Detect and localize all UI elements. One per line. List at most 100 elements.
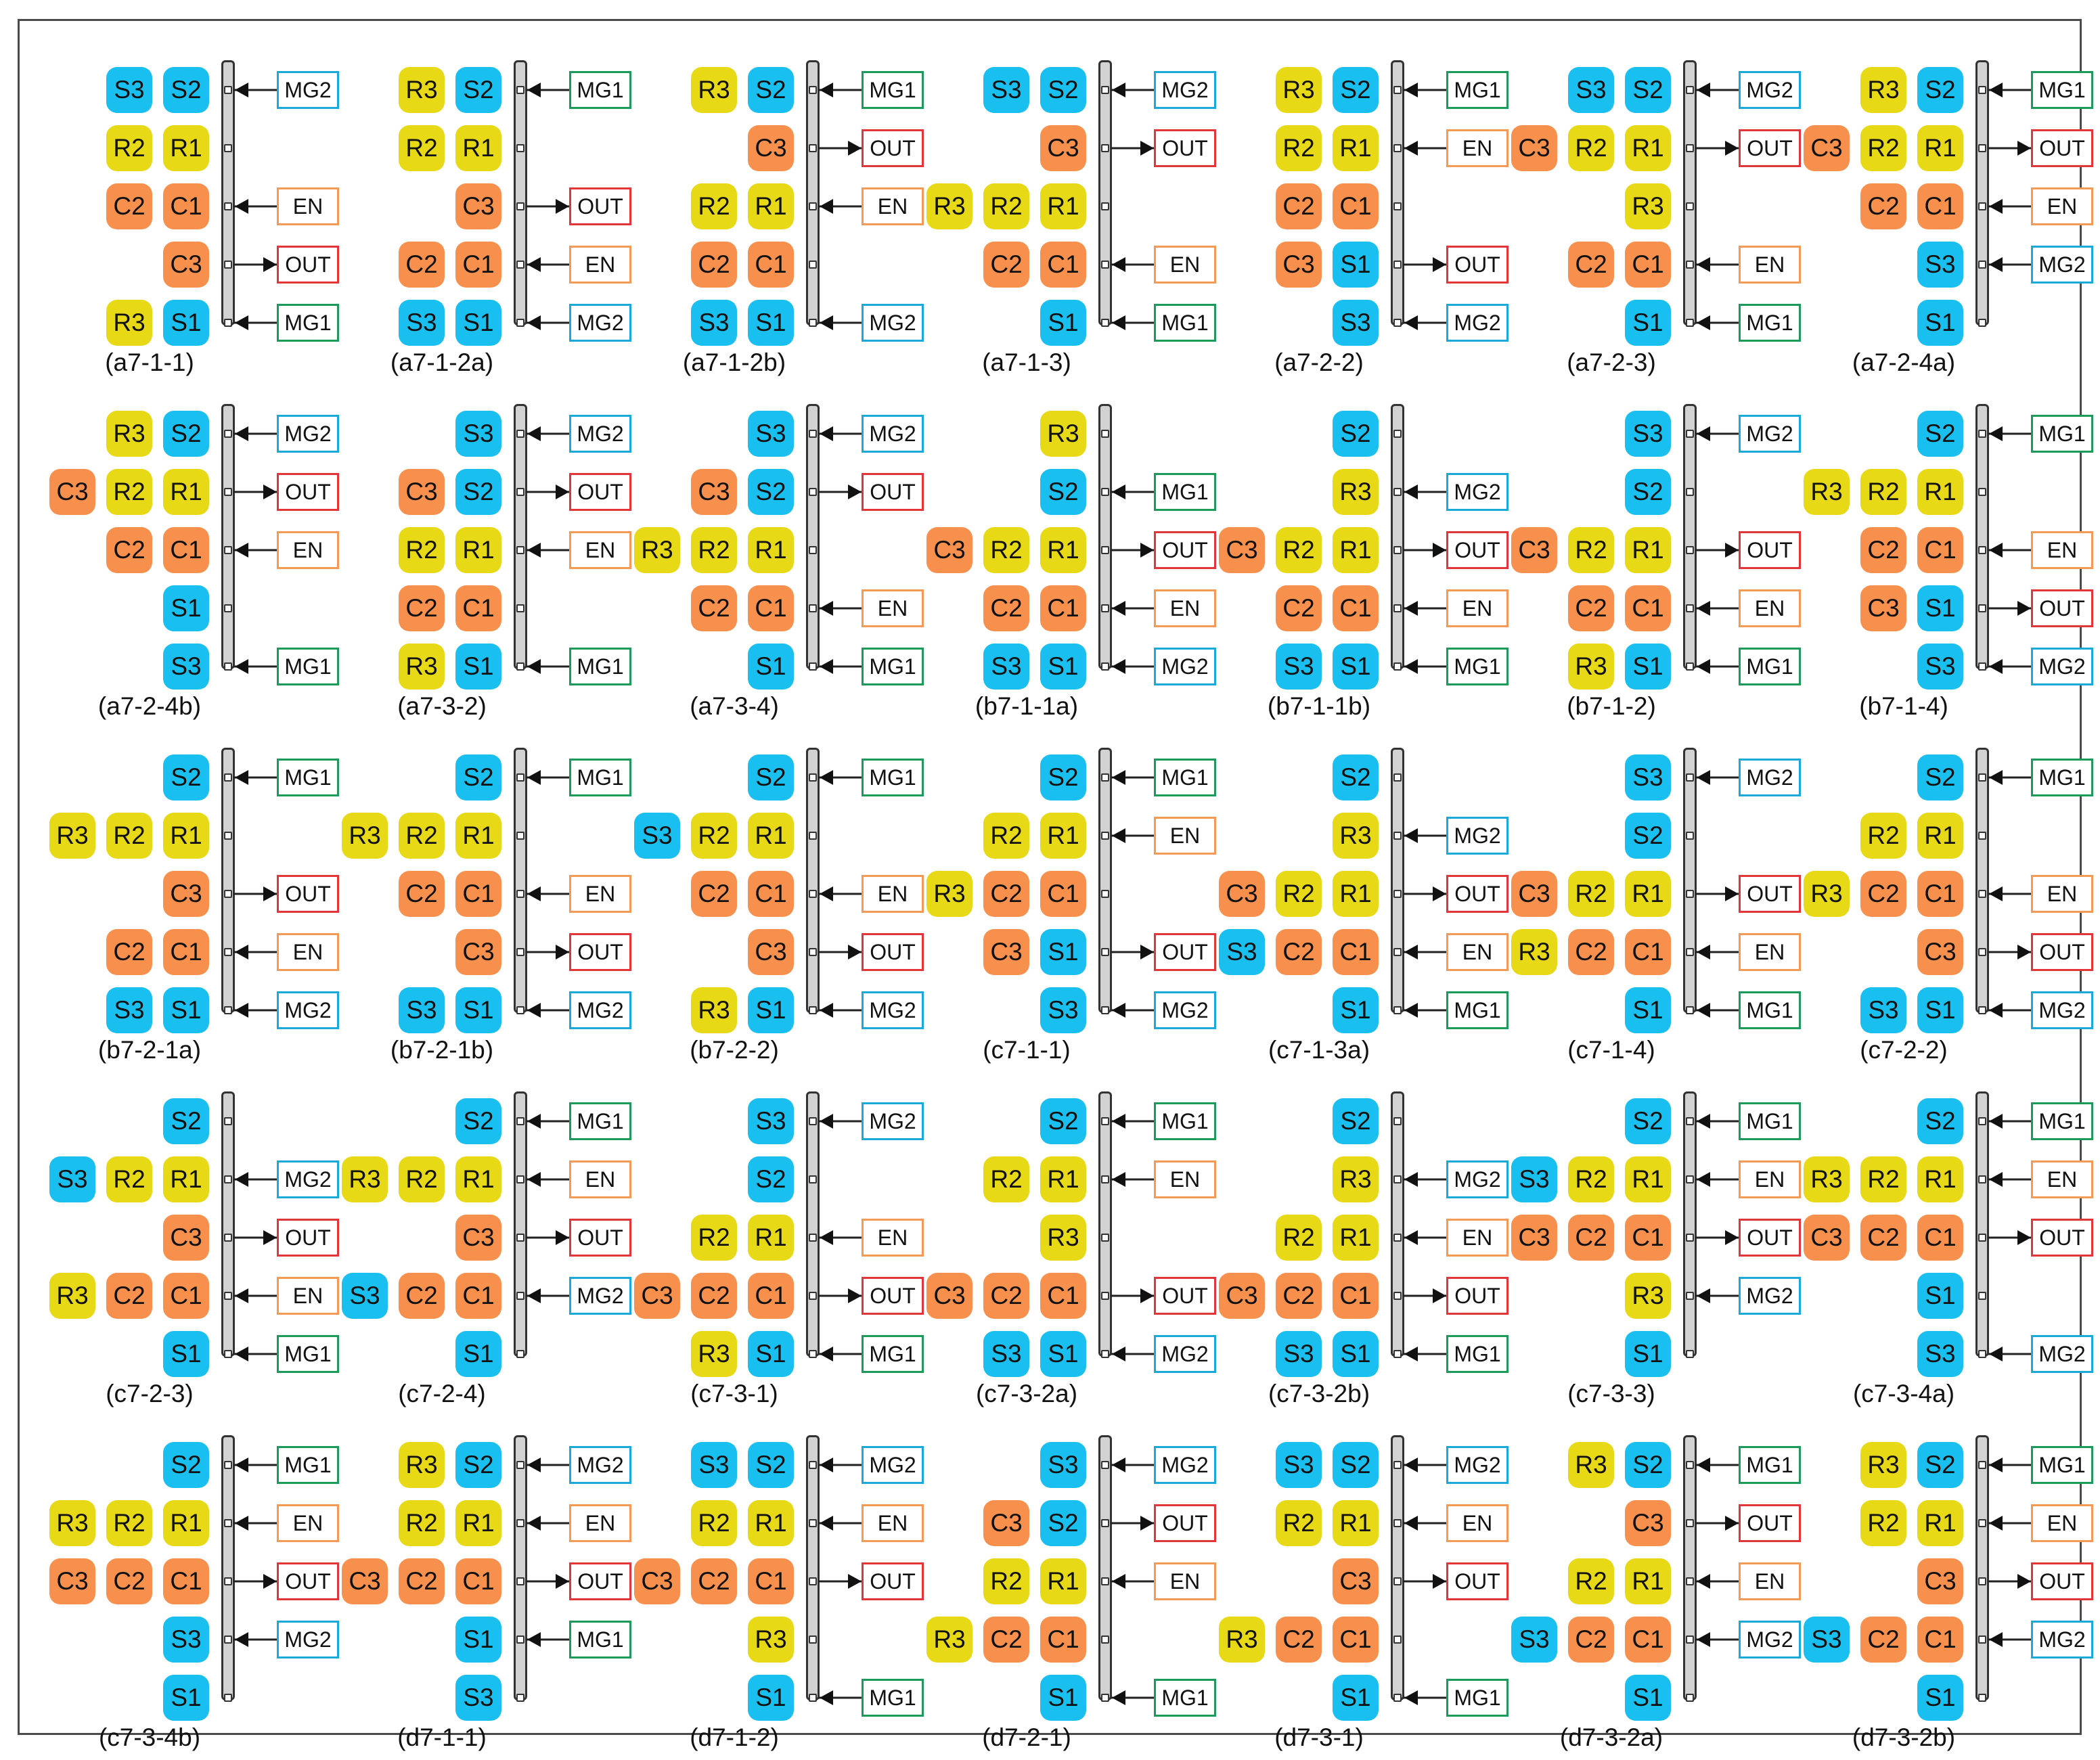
module-block: R1 bbox=[748, 1215, 794, 1261]
module-block: R2 bbox=[1860, 469, 1906, 515]
module-block: S1 bbox=[455, 1331, 501, 1377]
module-block: S1 bbox=[163, 1331, 209, 1377]
module-block: S2 bbox=[1917, 754, 1963, 800]
module-block: R1 bbox=[1040, 813, 1086, 859]
rail-pin bbox=[1686, 1694, 1694, 1702]
arrow-left-icon bbox=[233, 1172, 277, 1187]
module-block: S2 bbox=[1625, 469, 1671, 515]
module-block: R1 bbox=[1917, 1500, 1963, 1546]
rail-pin bbox=[1101, 1694, 1109, 1702]
rail-pin bbox=[516, 202, 524, 210]
arrow-left-icon bbox=[1111, 828, 1154, 843]
arrow-left-icon bbox=[1695, 601, 1739, 616]
signal-mg2: MG2 bbox=[1154, 991, 1216, 1029]
panel-caption: (b7-1-1a) bbox=[975, 692, 1079, 720]
arrow-left-icon bbox=[1988, 83, 2031, 97]
arrow-left-icon bbox=[1695, 1172, 1739, 1187]
arrow-right-icon bbox=[526, 945, 569, 960]
panel: S2 R3 MG2 C3 R2 R1 OUT C2 C1 EN S3 S1 MG1 (b7-1-1b) bbox=[1217, 386, 1511, 729]
rail-pin bbox=[1101, 86, 1109, 94]
rail-pin bbox=[809, 1350, 817, 1358]
module-block: C3 bbox=[1276, 242, 1322, 288]
module-block: C2 bbox=[1860, 183, 1906, 229]
arrow-left-icon bbox=[1111, 601, 1154, 616]
module-block: R1 bbox=[1625, 527, 1671, 573]
panel: S2 MG1 R2 R1 EN R3 C3 C2 C1 OUT S3 S1 MG2 (c7-3-2a) bbox=[925, 1074, 1219, 1416]
panel-caption: (b7-2-1a) bbox=[97, 1036, 202, 1064]
rail-pin bbox=[1686, 86, 1694, 94]
module-block: R3 bbox=[691, 67, 737, 113]
module-block: C1 bbox=[1333, 585, 1379, 631]
module-block: R3 bbox=[1625, 1273, 1671, 1319]
panel: R3 S2 MG2 C3 R2 R1 OUT C2 C1 EN S1 S3 MG1 (a7-2-4b) bbox=[48, 386, 342, 729]
module-block: S2 bbox=[1917, 1442, 1963, 1488]
module-block: S1 bbox=[455, 644, 501, 690]
arrow-left-icon bbox=[1695, 1574, 1739, 1589]
module-block: S2 bbox=[748, 67, 794, 113]
rail-pin bbox=[809, 319, 817, 327]
module-block: C2 bbox=[399, 1273, 445, 1319]
module-block: S3 bbox=[1333, 300, 1379, 346]
module-block: R3 bbox=[926, 1617, 973, 1663]
connector-rail bbox=[1975, 60, 1989, 325]
arrow-left-icon bbox=[526, 83, 569, 97]
rail-pin bbox=[1978, 662, 1986, 671]
rail-pin bbox=[516, 261, 524, 269]
module-block: S2 bbox=[1040, 754, 1086, 800]
module-block: C2 bbox=[106, 929, 152, 975]
module-block: C1 bbox=[1333, 1617, 1379, 1663]
rail-pin bbox=[516, 832, 524, 840]
rail-pin bbox=[224, 1461, 232, 1469]
arrow-left-icon bbox=[1403, 484, 1446, 499]
module-block: C2 bbox=[1860, 1617, 1906, 1663]
rail-pin bbox=[1978, 144, 1986, 152]
arrow-left-icon bbox=[1111, 659, 1154, 674]
rail-pin bbox=[1393, 1234, 1402, 1242]
signal-out: OUT bbox=[2031, 129, 2093, 167]
signal-out: OUT bbox=[2031, 589, 2093, 627]
arrow-left-icon bbox=[233, 1003, 277, 1018]
signal-mg2: MG2 bbox=[569, 304, 631, 342]
rail-pin bbox=[1101, 319, 1109, 327]
module-block: C3 bbox=[399, 469, 445, 515]
module-block: R3 bbox=[691, 987, 737, 1033]
connector-rail bbox=[1975, 1435, 1989, 1700]
panel-caption: (b7-2-1b) bbox=[390, 1036, 494, 1064]
rail-pin bbox=[809, 1006, 817, 1014]
module-block: R1 bbox=[1917, 1156, 1963, 1202]
panel-caption: (a7-2-3) bbox=[1567, 348, 1656, 376]
module-block: C1 bbox=[455, 1558, 501, 1604]
signal-mg1: MG1 bbox=[569, 71, 631, 109]
arrow-right-icon bbox=[818, 1574, 862, 1589]
panel: R3 S2 MG2 R2 R1 EN C3 C2 C1 OUT S1 MG1 S3 (d7-1-1) bbox=[340, 1418, 634, 1760]
arrow-left-icon bbox=[1403, 1690, 1446, 1705]
module-block: C3 bbox=[163, 1215, 209, 1261]
signal-mg1: MG1 bbox=[1739, 304, 1801, 342]
signal-en: EN bbox=[2031, 1160, 2093, 1198]
rail-pin bbox=[1101, 890, 1109, 898]
rail-pin bbox=[1978, 604, 1986, 612]
rail-pin bbox=[1393, 948, 1402, 956]
module-block: S1 bbox=[1040, 1331, 1086, 1377]
signal-mg1: MG1 bbox=[569, 1621, 631, 1659]
rail-pin bbox=[516, 1234, 524, 1242]
signal-mg1: MG1 bbox=[1739, 648, 1801, 685]
rail-pin bbox=[1686, 662, 1694, 671]
rail-pin bbox=[1978, 319, 1986, 327]
module-block: S3 bbox=[634, 813, 680, 859]
module-block: C1 bbox=[1333, 183, 1379, 229]
signal-en: EN bbox=[1739, 589, 1801, 627]
module-block: R2 bbox=[691, 527, 737, 573]
panel-caption: (b7-2-2) bbox=[690, 1036, 779, 1064]
arrow-left-icon bbox=[1988, 659, 2031, 674]
rail-pin bbox=[1978, 832, 1986, 840]
panel: S2 R3 MG2 R2 R1 EN C3 C2 C1 OUT S3 S1 MG1 (c7-3-2b) bbox=[1217, 1074, 1511, 1416]
connector-rail bbox=[1391, 748, 1404, 1013]
module-block: C3 bbox=[1219, 871, 1265, 917]
arrow-right-icon bbox=[1111, 543, 1154, 558]
rail-pin bbox=[1393, 1461, 1402, 1469]
panel: S3 S2 MG2 C3 OUT R3 R2 R1 C2 C1 EN S1 MG1 (a7-1-3) bbox=[925, 43, 1219, 385]
rail-pin bbox=[1393, 1117, 1402, 1125]
panel: R3 S2 MG1 R2 R1 EN C3 OUT S3 C2 C1 MG2 S1 (d7-3-2b) bbox=[1802, 1418, 2096, 1760]
signal-en: EN bbox=[1739, 246, 1801, 284]
